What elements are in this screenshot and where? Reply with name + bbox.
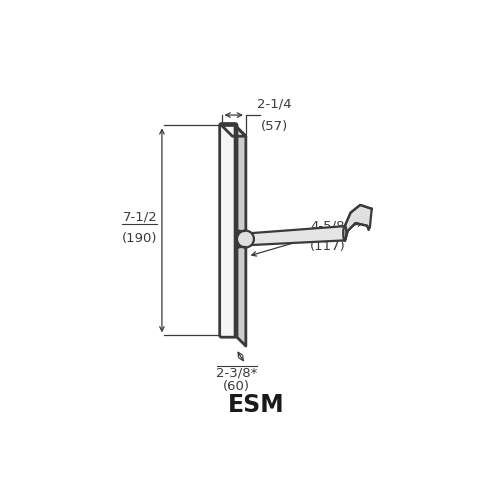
- Polygon shape: [222, 126, 246, 136]
- Ellipse shape: [236, 230, 240, 248]
- Text: 7-1/2: 7-1/2: [122, 210, 158, 224]
- Text: 4-5/8: 4-5/8: [311, 219, 346, 232]
- Text: 2-1/4: 2-1/4: [258, 98, 292, 110]
- Text: 2-3/8*: 2-3/8*: [216, 366, 258, 379]
- Text: ESM: ESM: [228, 392, 284, 416]
- Polygon shape: [252, 226, 345, 245]
- Text: (190): (190): [122, 232, 158, 245]
- Ellipse shape: [344, 226, 346, 241]
- Ellipse shape: [237, 230, 254, 248]
- Text: (60): (60): [224, 380, 250, 392]
- Polygon shape: [345, 205, 372, 240]
- Text: (57): (57): [261, 120, 288, 132]
- FancyBboxPatch shape: [220, 124, 237, 337]
- Polygon shape: [235, 126, 246, 346]
- Text: (117): (117): [310, 240, 346, 253]
